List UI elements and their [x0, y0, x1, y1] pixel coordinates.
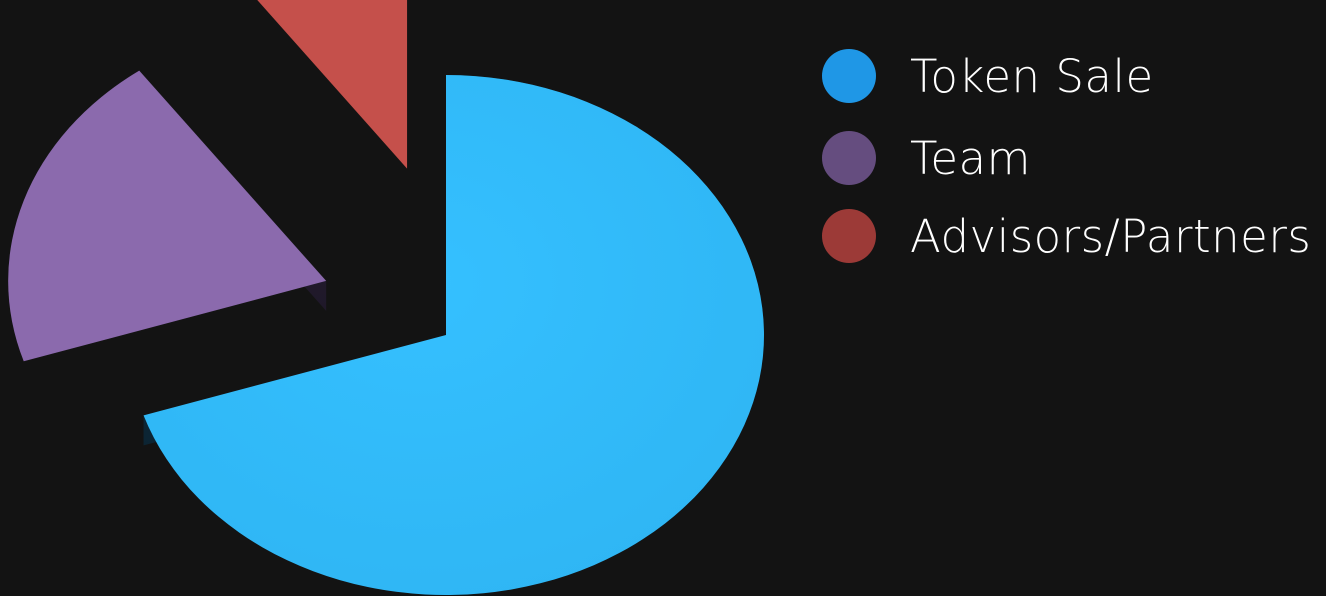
- legend-swatch: [822, 131, 876, 185]
- legend-swatch: [822, 209, 876, 263]
- legend-label: Advisors/Partners: [910, 209, 1312, 263]
- pie-chart: [8, 0, 764, 596]
- slice-token-sale: [143, 75, 764, 595]
- legend-label: Team: [910, 131, 1031, 185]
- legend: Token Sale Team Advisors/Partners: [822, 44, 1311, 286]
- legend-item-advisors-partners: Advisors/Partners: [822, 204, 1311, 268]
- legend-item-token-sale: Token Sale: [822, 44, 1311, 108]
- slice-advisors-partners: [257, 0, 408, 169]
- legend-swatch: [822, 49, 876, 103]
- legend-item-team: Team: [822, 126, 1311, 190]
- legend-label: Token Sale: [910, 49, 1154, 103]
- slice-team: [8, 70, 327, 362]
